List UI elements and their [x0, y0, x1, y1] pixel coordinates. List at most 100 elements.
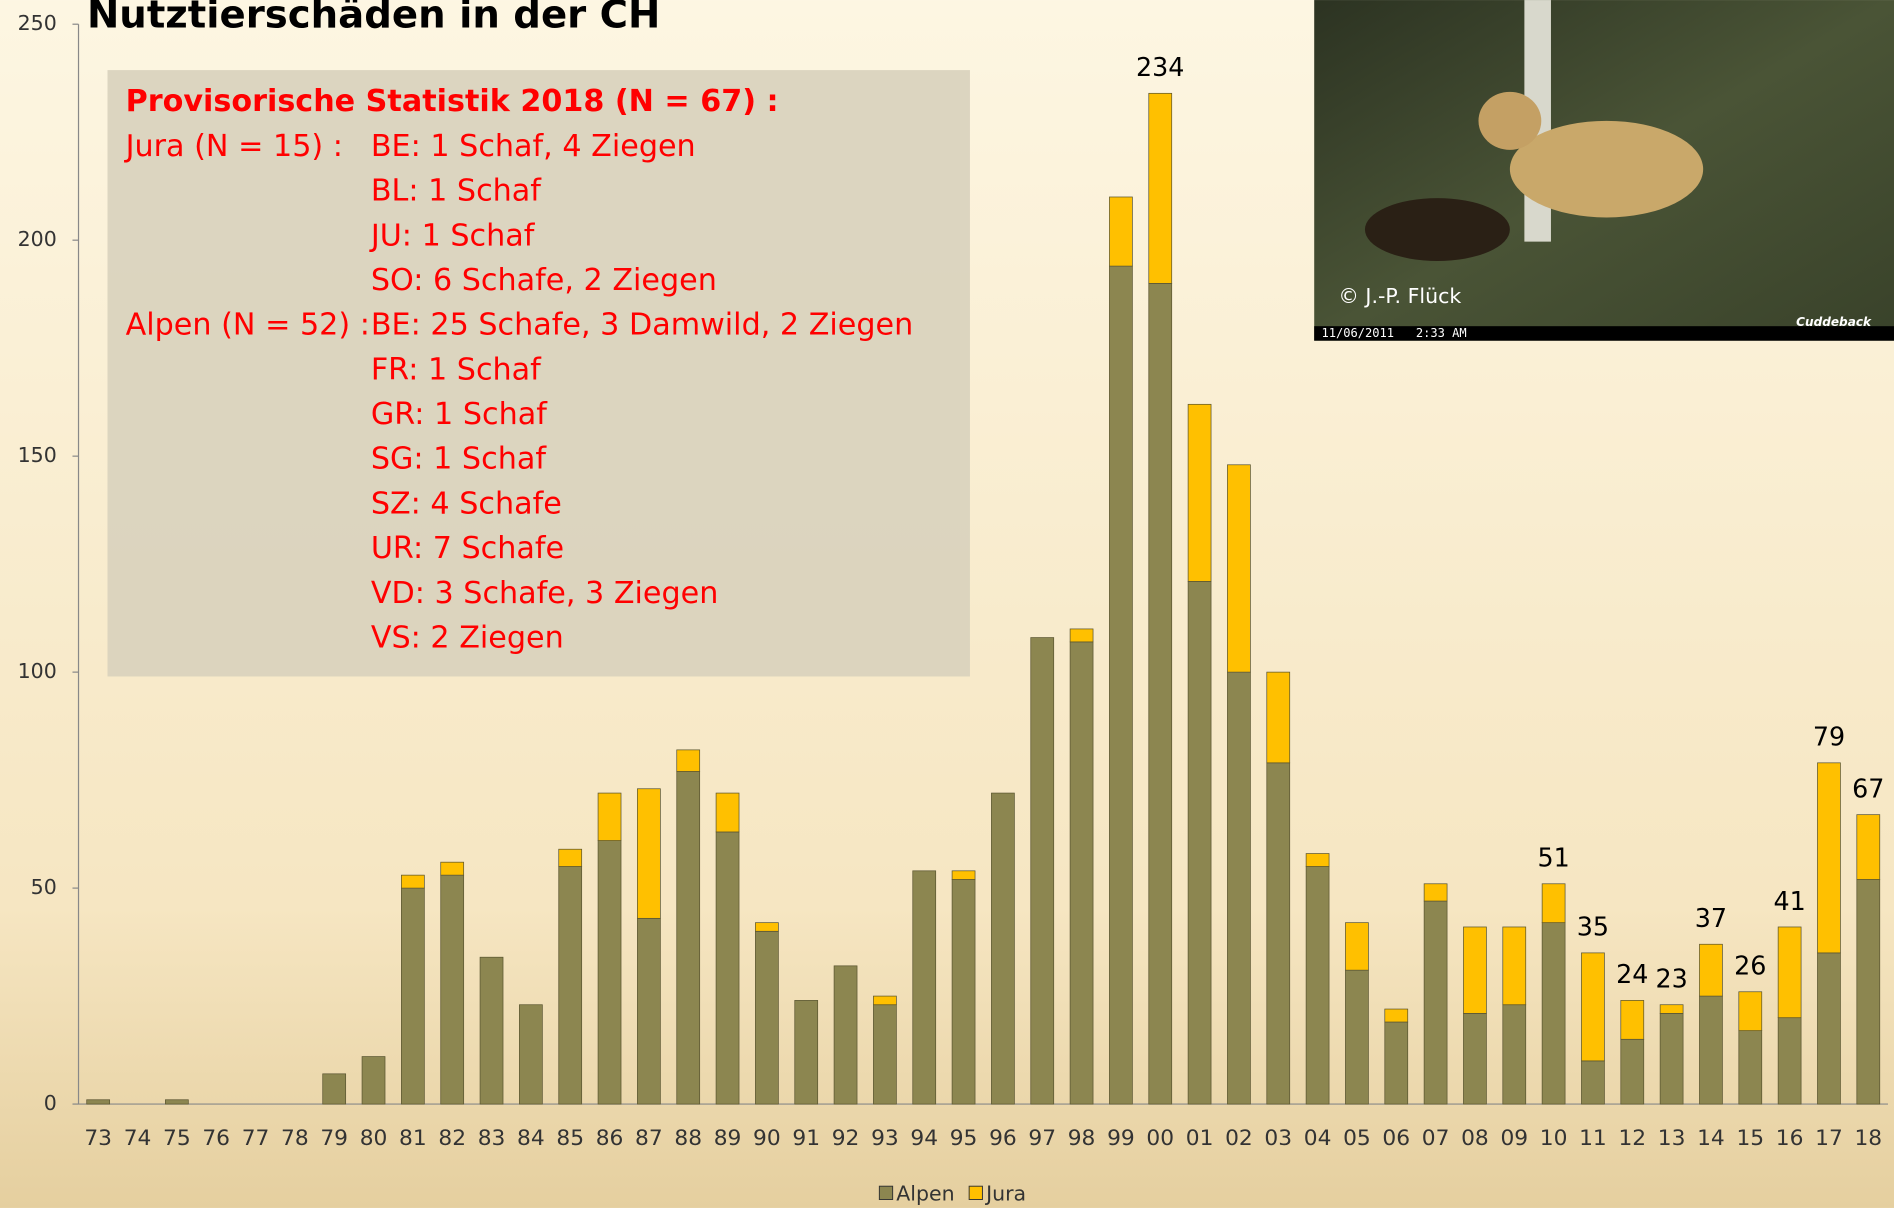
- x-tick-label: 15: [1736, 1126, 1764, 1151]
- y-tick-label: 100: [18, 659, 57, 683]
- x-tick-label: 90: [753, 1126, 781, 1151]
- bar-segment: [1109, 196, 1133, 267]
- bar-segment: [755, 922, 779, 932]
- bar-segment: [715, 792, 740, 833]
- info-line: BE: 25 Schafe, 3 Damwild, 2 Ziegen: [371, 308, 913, 343]
- photo-timestamp: 11/06/2011 2:33 AM: [1321, 326, 1466, 340]
- total-label: 26: [1734, 951, 1766, 981]
- x-tick-label: 81: [399, 1126, 427, 1151]
- photo: [1314, 0, 1894, 341]
- bar-segment: [1856, 879, 1881, 1105]
- bar-segment: [1620, 1038, 1645, 1105]
- bar-segment: [1817, 952, 1841, 1105]
- y-tick-label: 200: [18, 227, 57, 251]
- x-tick-label: 06: [1382, 1126, 1410, 1151]
- y-tick-label: 50: [31, 875, 57, 899]
- x-tick-label: 85: [556, 1126, 584, 1151]
- bar-segment: [1738, 1030, 1763, 1105]
- bar-segment: [1620, 1000, 1645, 1040]
- legend-swatch: [968, 1185, 983, 1200]
- y-tick-label: 150: [18, 443, 57, 467]
- bar-segment: [558, 866, 583, 1105]
- info-group-label: Alpen (N = 52) :: [126, 308, 370, 343]
- x-tick-label: 03: [1264, 1126, 1292, 1151]
- photo-credit: © J.-P. Flück: [1338, 284, 1461, 308]
- bar-segment: [558, 848, 583, 867]
- x-tick-label: 96: [989, 1126, 1017, 1151]
- bar-segment: [597, 792, 622, 841]
- x-tick-label: 82: [438, 1126, 466, 1151]
- info-line: SG: 1 Schaf: [371, 442, 548, 477]
- info-line: SO: 6 Schafe, 2 Ziegen: [371, 263, 717, 298]
- bar-segment: [951, 870, 976, 880]
- info-line: JU: 1 Schaf: [369, 218, 536, 253]
- x-tick-label: 13: [1658, 1126, 1686, 1151]
- bar-segment: [1581, 1060, 1605, 1105]
- bar-segment: [1738, 991, 1763, 1032]
- photo-strip: [1314, 326, 1894, 341]
- lynx-head: [1478, 91, 1542, 150]
- x-tick-label: 84: [517, 1126, 545, 1151]
- bar-segment: [1148, 92, 1173, 284]
- x-tick-label: 04: [1304, 1126, 1332, 1151]
- bar-segment: [1345, 969, 1369, 1105]
- bar-segment: [1777, 926, 1802, 1019]
- x-tick-label: 11: [1579, 1126, 1607, 1151]
- total-label: 79: [1813, 722, 1845, 752]
- x-tick-label: 01: [1186, 1126, 1214, 1151]
- info-heading: Provisorische Statistik 2018 (N = 67) :: [126, 84, 779, 119]
- x-tick-label: 94: [910, 1126, 938, 1151]
- bar-segment: [912, 870, 937, 1105]
- bar-segment: [401, 887, 425, 1105]
- bar-segment: [440, 874, 465, 1105]
- bar-segment: [1384, 1021, 1409, 1105]
- bar-segment: [637, 788, 661, 919]
- bar-segment: [1030, 637, 1055, 1105]
- bar-segment: [1659, 1013, 1684, 1105]
- x-tick-label: 78: [281, 1126, 309, 1151]
- info-box: [107, 70, 970, 677]
- chart-title: Nutztierschäden in der CH: [87, 0, 660, 37]
- photo-brand: Cuddeback: [1796, 315, 1872, 329]
- total-label: 35: [1577, 912, 1609, 942]
- bar-segment: [1187, 403, 1212, 582]
- x-tick-label: 86: [596, 1126, 624, 1151]
- y-tick-label: 250: [18, 11, 57, 35]
- x-tick-label: 99: [1107, 1126, 1135, 1151]
- legend-swatch: [878, 1185, 894, 1200]
- bar-segment: [1856, 814, 1881, 880]
- bar-segment: [1423, 883, 1448, 902]
- bar-segment: [1463, 926, 1487, 1014]
- bar-segment: [1502, 1004, 1527, 1105]
- bar-segment: [401, 874, 425, 889]
- x-tick-label: 10: [1540, 1126, 1568, 1151]
- bar-segment: [1423, 900, 1448, 1105]
- total-label: 24: [1616, 959, 1648, 989]
- bar-segment: [165, 1099, 189, 1105]
- total-label: 23: [1655, 964, 1687, 994]
- x-tick-label: 08: [1461, 1126, 1489, 1151]
- bar-segment: [676, 771, 701, 1105]
- x-tick-label: 83: [478, 1126, 506, 1151]
- bar-segment: [479, 956, 504, 1105]
- bar-segment: [1699, 995, 1723, 1105]
- x-tick-label: 07: [1422, 1126, 1450, 1151]
- x-tick-label: 91: [792, 1126, 820, 1151]
- info-line: BE: 1 Schaf, 4 Ziegen: [371, 129, 696, 164]
- bar-segment: [1227, 464, 1251, 673]
- x-tick-label: 98: [1068, 1126, 1096, 1151]
- bar-segment: [991, 792, 1015, 1105]
- bar-segment: [1777, 1017, 1802, 1105]
- legend-label: Jura: [984, 1182, 1026, 1206]
- legend-label: Alpen: [896, 1182, 954, 1206]
- bar-segment: [1463, 1013, 1487, 1105]
- x-tick-label: 17: [1815, 1126, 1843, 1151]
- bar-segment: [1384, 1008, 1409, 1023]
- x-tick-label: 18: [1854, 1126, 1882, 1151]
- total-label: 41: [1773, 886, 1805, 916]
- total-label: 234: [1136, 52, 1184, 82]
- x-tick-label: 89: [714, 1126, 742, 1151]
- x-tick-label: 14: [1697, 1126, 1725, 1151]
- bar-segment: [794, 1000, 819, 1105]
